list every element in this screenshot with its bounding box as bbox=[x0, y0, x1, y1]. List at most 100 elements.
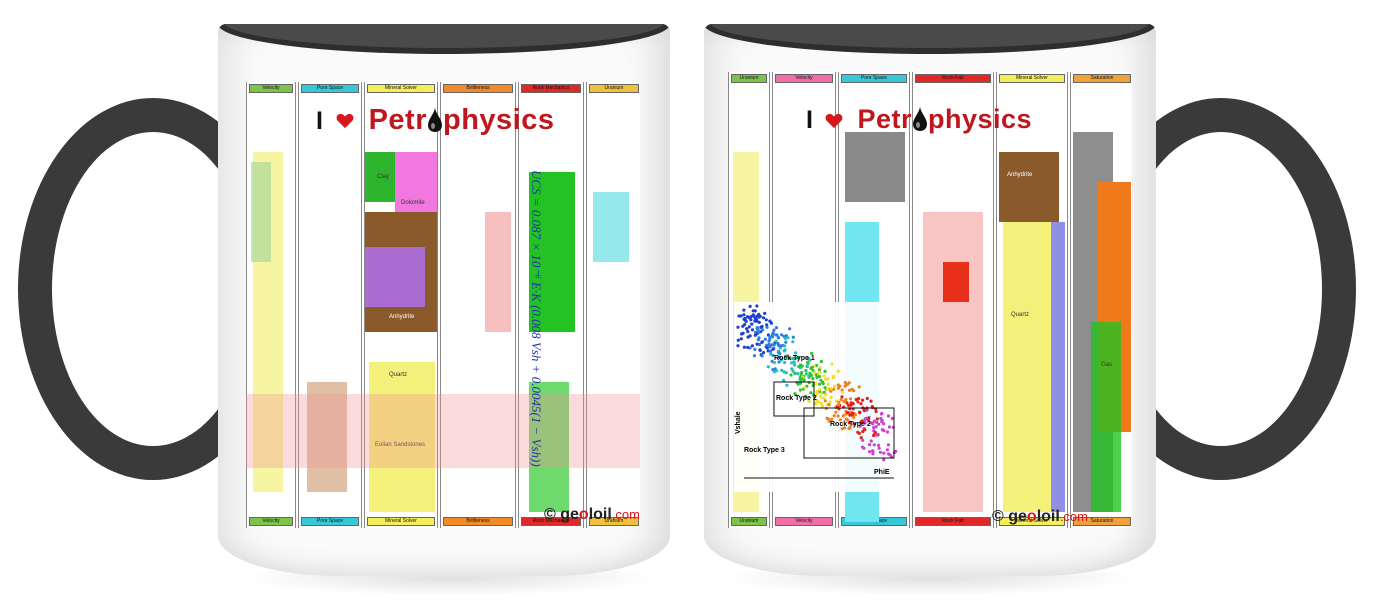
scatter-point bbox=[755, 304, 759, 308]
scatter-point bbox=[869, 439, 873, 443]
scatter-point bbox=[840, 427, 844, 431]
scatter-point bbox=[743, 323, 747, 327]
scatter-point bbox=[742, 313, 746, 317]
scatter-point bbox=[782, 378, 786, 382]
scatter-point bbox=[826, 382, 830, 386]
scatter-point bbox=[825, 387, 829, 391]
right-track-6: Saturation Saturation Gas bbox=[1070, 72, 1132, 528]
scatter-point bbox=[771, 347, 775, 351]
left-logo-i: I bbox=[316, 107, 324, 135]
scatter-point bbox=[761, 316, 766, 320]
right-logo-suffix: physics bbox=[928, 104, 1033, 134]
left-logo-name: Petr bbox=[368, 104, 427, 136]
scatter-point bbox=[766, 365, 770, 369]
scatter-point bbox=[750, 322, 754, 326]
scatter-point bbox=[882, 422, 886, 426]
scatter-point bbox=[763, 311, 767, 315]
scatter-point bbox=[776, 341, 780, 345]
left-track-4: Brittleness Brittleness bbox=[440, 82, 516, 528]
scatter-point bbox=[847, 388, 852, 392]
scatter-point bbox=[873, 430, 877, 435]
ucs-formula: UCS = 0.087 × 10⁻⁶ E·K (0.008 Vsh + 0.00… bbox=[529, 170, 544, 467]
scatter-point bbox=[841, 390, 845, 394]
left-track-5-header: Rock Mechanics bbox=[521, 84, 581, 93]
label-anhydrite: Anhydrite bbox=[389, 314, 415, 320]
left-track-5-footer: Rock Mechanics bbox=[521, 517, 581, 526]
left-track-1-footer: Velocity bbox=[249, 517, 293, 526]
scatter-point bbox=[763, 337, 767, 341]
scatter-point bbox=[818, 382, 822, 386]
scatter-point bbox=[804, 369, 808, 373]
scatter-point bbox=[847, 381, 851, 385]
right-logo: I Petr physics bbox=[806, 104, 1032, 135]
scatter-point bbox=[808, 358, 812, 362]
left-track-5: Rock Mechanics Rock Mechanics bbox=[518, 82, 584, 528]
scatter-point bbox=[746, 345, 750, 350]
right-track-1-footer: Uranium bbox=[731, 517, 767, 526]
scatter-point bbox=[863, 428, 867, 432]
scatter-point bbox=[796, 372, 800, 376]
label-dolomite: Dolomite bbox=[401, 200, 425, 206]
scatter-point bbox=[783, 360, 787, 365]
scatter-point bbox=[769, 343, 773, 347]
mineral-quartz-fill bbox=[369, 362, 435, 512]
scatter-point bbox=[796, 382, 800, 386]
scatter-point bbox=[885, 448, 889, 452]
scatter-point bbox=[757, 330, 761, 334]
scatter-point bbox=[760, 324, 764, 329]
scatter-point bbox=[775, 333, 779, 337]
scatter-point bbox=[765, 325, 769, 329]
scatter-point bbox=[846, 418, 850, 422]
scatter-point bbox=[829, 387, 833, 391]
scatter-point bbox=[850, 412, 854, 416]
left-track-1-header: Velocity bbox=[249, 84, 293, 93]
scatter-point bbox=[846, 403, 850, 407]
scatter-point bbox=[875, 420, 879, 424]
scatter-point bbox=[871, 452, 875, 456]
copyright-domain: .com bbox=[611, 507, 640, 522]
scatter-point bbox=[753, 347, 757, 351]
right-track-2-header: Velocity bbox=[775, 74, 833, 83]
scatter-point bbox=[749, 318, 753, 322]
scatter-point bbox=[839, 397, 843, 402]
scatter-point bbox=[753, 316, 758, 320]
scatter-point bbox=[774, 326, 779, 330]
crossplot-label-rt2b: Rock Type 2 bbox=[830, 421, 871, 428]
scatter-point bbox=[857, 431, 861, 435]
scatter-point bbox=[772, 343, 776, 347]
crossplot-xlabel: PhiE bbox=[874, 469, 890, 476]
scatter-point bbox=[894, 449, 898, 453]
scatter-point bbox=[806, 361, 810, 365]
scatter-point bbox=[877, 443, 881, 447]
left-logo-suffix: physics bbox=[443, 104, 555, 136]
copyright-part2: o bbox=[578, 506, 589, 523]
left-track-5-fill bbox=[529, 172, 575, 332]
right-track-5-quartz bbox=[1003, 222, 1051, 512]
scatter-point bbox=[805, 364, 809, 368]
scatter-point bbox=[843, 384, 848, 388]
rock-type-box-1 bbox=[773, 381, 815, 417]
scatter-point bbox=[882, 458, 886, 462]
left-track-2-footer: Pore Space bbox=[301, 517, 359, 526]
scatter-point bbox=[746, 330, 750, 334]
scatter-point bbox=[857, 385, 861, 389]
scatter-point bbox=[804, 372, 808, 376]
right-mug-print: Uranium Uranium Velocity Velocity Pore S… bbox=[728, 72, 1132, 528]
left-mug-print: Velocity Velocity Pore Space Pore Space … bbox=[246, 82, 640, 528]
scatter-point bbox=[748, 346, 752, 350]
scatter-point bbox=[847, 421, 851, 425]
left-track-6-header: Uranium bbox=[589, 84, 639, 93]
scatter-point bbox=[788, 357, 792, 361]
scatter-point bbox=[824, 377, 828, 381]
scatter-point bbox=[772, 360, 776, 365]
right-track-5: Mineral Solver Mineral Solver Anhydrite … bbox=[996, 72, 1068, 528]
left-copyright: © geoloil.com bbox=[544, 506, 640, 524]
copyright-domain: .com bbox=[1059, 509, 1088, 524]
scatter-point bbox=[854, 397, 858, 402]
left-mug-body: Velocity Velocity Pore Space Pore Space … bbox=[218, 24, 670, 576]
scatter-point bbox=[746, 315, 750, 319]
scatter-point bbox=[882, 429, 886, 433]
scatter-point bbox=[793, 371, 797, 375]
scatter-point bbox=[861, 438, 865, 442]
scatter-point bbox=[809, 391, 813, 395]
